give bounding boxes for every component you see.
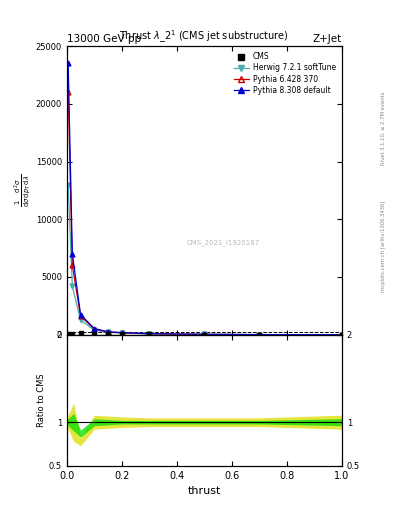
- CMS: [70, 330, 75, 336]
- Herwig 7.2.1 softTune: [92, 327, 97, 333]
- Herwig 7.2.1 softTune: [66, 182, 71, 188]
- Herwig 7.2.1 softTune: [70, 283, 75, 289]
- Pythia 8.308 default: [92, 326, 97, 332]
- Herwig 7.2.1 softTune: [257, 332, 262, 338]
- Pythia 6.428 370: [106, 329, 110, 335]
- Herwig 7.2.1 softTune: [119, 330, 124, 336]
- Text: Rivet 3.1.10, ≥ 2.7M events: Rivet 3.1.10, ≥ 2.7M events: [381, 91, 386, 165]
- Pythia 6.428 370: [202, 331, 207, 337]
- CMS: [106, 331, 110, 337]
- Pythia 6.428 370: [78, 313, 83, 319]
- Herwig 7.2.1 softTune: [147, 331, 152, 337]
- Pythia 8.308 default: [106, 329, 110, 335]
- CMS: [66, 331, 71, 337]
- CMS: [78, 330, 83, 336]
- Line: CMS: CMS: [66, 331, 344, 337]
- Pythia 6.428 370: [119, 330, 124, 336]
- Pythia 8.308 default: [340, 332, 344, 338]
- Pythia 8.308 default: [119, 330, 124, 336]
- Y-axis label: Ratio to CMS: Ratio to CMS: [37, 374, 46, 427]
- Pythia 6.428 370: [147, 331, 152, 337]
- Text: mcplots.cern.ch [arXiv:1306.3436]: mcplots.cern.ch [arXiv:1306.3436]: [381, 200, 386, 291]
- Line: Herwig 7.2.1 softTune: Herwig 7.2.1 softTune: [66, 182, 344, 337]
- X-axis label: thrust: thrust: [188, 486, 221, 496]
- CMS: [257, 332, 262, 338]
- Pythia 6.428 370: [340, 332, 344, 338]
- Legend: CMS, Herwig 7.2.1 softTune, Pythia 6.428 370, Pythia 8.308 default: CMS, Herwig 7.2.1 softTune, Pythia 6.428…: [231, 50, 338, 97]
- Pythia 8.308 default: [147, 331, 152, 337]
- Pythia 8.308 default: [70, 251, 75, 257]
- Pythia 6.428 370: [92, 326, 97, 332]
- Title: Thrust $\lambda\_2^1$ (CMS jet substructure): Thrust $\lambda\_2^1$ (CMS jet substruct…: [119, 29, 289, 46]
- Pythia 6.428 370: [66, 89, 71, 95]
- Pythia 8.308 default: [202, 331, 207, 337]
- Pythia 8.308 default: [66, 60, 71, 67]
- CMS: [119, 331, 124, 337]
- Herwig 7.2.1 softTune: [202, 331, 207, 337]
- Text: Z+Jet: Z+Jet: [313, 33, 342, 44]
- Y-axis label: $\frac{1}{\mathrm{d}\sigma}\frac{\mathrm{d}^2\sigma}{\mathrm{d}p_T\,\mathrm{d}\l: $\frac{1}{\mathrm{d}\sigma}\frac{\mathrm…: [12, 174, 33, 207]
- Line: Pythia 8.308 default: Pythia 8.308 default: [66, 61, 344, 337]
- CMS: [202, 332, 207, 338]
- CMS: [147, 331, 152, 337]
- Herwig 7.2.1 softTune: [106, 329, 110, 335]
- CMS: [340, 332, 344, 338]
- Herwig 7.2.1 softTune: [340, 332, 344, 338]
- Text: CMS_2021_I1920187: CMS_2021_I1920187: [187, 239, 260, 246]
- Pythia 8.308 default: [78, 311, 83, 317]
- Text: 13000 GeV pp: 13000 GeV pp: [67, 33, 141, 44]
- Herwig 7.2.1 softTune: [78, 317, 83, 324]
- CMS: [92, 330, 97, 336]
- Pythia 6.428 370: [257, 332, 262, 338]
- Pythia 6.428 370: [70, 262, 75, 268]
- Pythia 8.308 default: [257, 331, 262, 337]
- Line: Pythia 6.428 370: Pythia 6.428 370: [66, 90, 344, 337]
